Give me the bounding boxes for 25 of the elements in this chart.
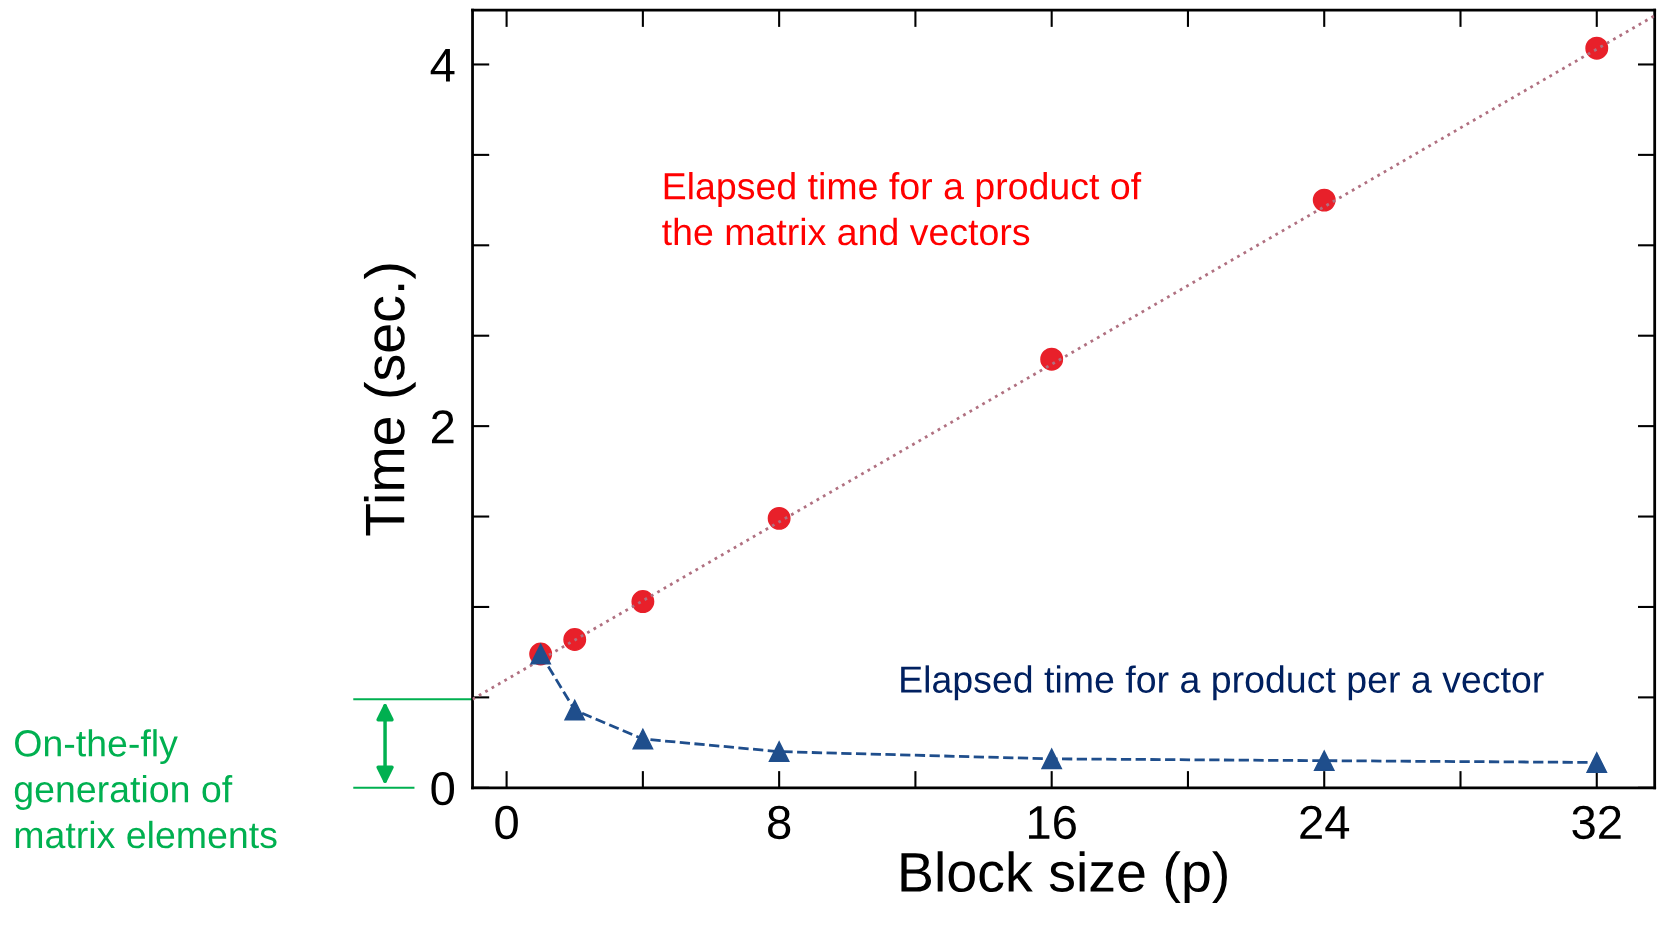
point [1312, 188, 1336, 212]
point [563, 628, 587, 651]
y-tick-label: 2 [431, 410, 454, 444]
annotation: Elapsed time for a product of the matrix and vectors [662, 172, 1142, 246]
y-tick-label: 4 [430, 49, 455, 82]
y-axis-title: Time (sec.) [363, 264, 416, 536]
point [631, 590, 655, 613]
point [564, 699, 586, 721]
point [1585, 36, 1609, 60]
x-tick-label: 32 [1572, 805, 1621, 840]
point [632, 728, 654, 750]
point [767, 506, 791, 530]
x-axis-title: Block size (p) [901, 851, 1227, 904]
x-tick-label: 24 [1300, 805, 1350, 839]
text: On-the-fly generation of matrix elements [14, 729, 277, 849]
point [1586, 752, 1608, 773]
x-tick-label: 0 [495, 805, 518, 840]
point [1040, 347, 1064, 371]
x-tick-label: 16 [1029, 805, 1076, 840]
x-tick-label: 8 [768, 805, 791, 840]
point [768, 741, 790, 763]
y-tick-label: 0 [431, 771, 455, 806]
point [1313, 750, 1335, 772]
point [1041, 748, 1063, 770]
annotation: Elapsed time for a product per a vector [901, 665, 1544, 701]
